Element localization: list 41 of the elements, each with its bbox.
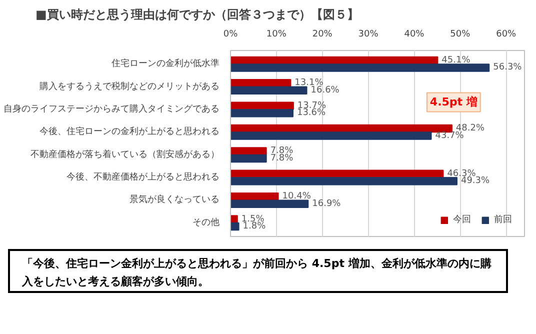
legend-label: 今回 xyxy=(453,214,472,226)
x-tick-label: 20% xyxy=(312,30,333,40)
y-tick-label: 不動産価格が落ち着いている（割安感がある） xyxy=(30,148,220,160)
data-label: 7.8% xyxy=(270,153,294,164)
data-label: 13.6% xyxy=(296,108,326,118)
x-tick-label: 30% xyxy=(358,30,379,40)
bar xyxy=(230,86,308,95)
text: 「今後、住宅ローン金利が上がると思われる」が前回から 4.5pt 増加、金利が低水準の内に購入をしたいと考える顧客が多い傾向。 xyxy=(22,256,492,290)
bar xyxy=(230,200,309,208)
data-label: 16.9% xyxy=(312,198,342,209)
y-tick-label: 購入をするうえで税制などのメリットがある xyxy=(40,80,220,92)
data-label: 45.1% xyxy=(442,55,471,66)
y-tick-label: 住宅ローンの金利が低水準 xyxy=(112,58,220,70)
bar xyxy=(230,108,294,118)
annotation: 4.5pt 増 xyxy=(430,96,478,109)
bar xyxy=(230,222,240,231)
bar xyxy=(230,64,490,72)
x-tick-label: 10% xyxy=(266,30,287,40)
data-label: 16.6% xyxy=(310,85,340,96)
x-tick-label: 60% xyxy=(496,30,517,40)
x-tick-label: 50% xyxy=(450,30,471,40)
bar xyxy=(230,102,294,110)
legend-label: 前回 xyxy=(494,214,513,226)
y-tick-label: 自身のライフステージからみて購入タイミングである xyxy=(4,103,220,114)
y-tick-label: 今後、不動産価格が上がると思われる xyxy=(66,172,220,183)
bar xyxy=(230,132,432,140)
data-label: 43.7% xyxy=(435,130,464,141)
data-label: 1.8% xyxy=(242,222,266,232)
y-tick-label: 今後、住宅ローンの金利が上がると思われる xyxy=(40,126,220,138)
x-tick-label: 40% xyxy=(404,30,425,40)
x-tick-label: 0% xyxy=(223,30,238,40)
bar xyxy=(230,177,458,186)
bar xyxy=(230,147,267,156)
data-label: 10.4% xyxy=(282,192,312,202)
bar xyxy=(230,79,292,88)
data-label: 49.3% xyxy=(460,176,490,186)
y-tick-label: その他 xyxy=(192,216,220,228)
bar xyxy=(230,154,267,163)
y-tick-label: 景気が良くなっている xyxy=(130,194,220,206)
chart-title: ■買い時だと思う理由は何ですか（回答３つまで）【図５】 xyxy=(36,8,359,22)
data-label: 56.3% xyxy=(493,62,522,73)
